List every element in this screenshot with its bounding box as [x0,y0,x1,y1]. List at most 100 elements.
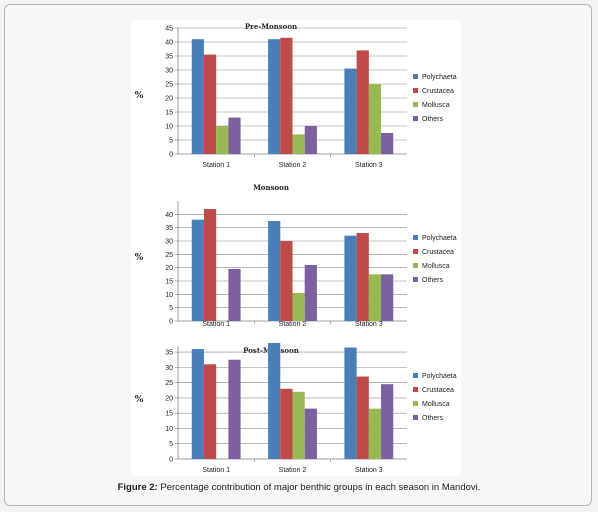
charts-svg: Pre-Monsoon 0 5 10 15 20 25 30 35 40 45% Station 1 S… [135,22,457,474]
y-tick-label: 45 [165,26,173,33]
legend-label: Crustacea [422,249,454,256]
legend-swatch [413,401,418,406]
figure-panel: Pre-Monsoon 0 5 10 15 20 25 30 35 40 45% Station 1 S… [131,20,461,476]
y-tick-label: 40 [165,40,173,47]
category-label: Station 1 [202,321,230,328]
bar-polychaeta [191,219,204,321]
legend-label: Others [422,277,444,284]
y-axis-label: % [135,91,144,101]
y-axis-label: % [135,253,144,263]
bar-others [228,117,241,154]
bar-crustacea [280,37,293,154]
y-tick-label: 0 [169,319,173,326]
y-tick-label: 10 [165,426,173,433]
y-tick-label: 0 [169,152,173,159]
bar-crustacea [356,233,369,321]
legend-swatch [413,277,418,282]
bar-polychaeta [344,68,357,154]
bar-others [304,265,317,321]
chart-0: Pre-Monsoon 0 5 10 15 20 25 30 35 40 45% Station 1 S… [135,22,457,169]
bar-mollusca [368,84,382,154]
category-label: Station 1 [202,467,230,474]
legend-label: Others [422,116,444,123]
y-tick-label: 15 [165,110,173,117]
bar-crustacea [356,376,369,459]
bar-polychaeta [191,39,204,155]
y-tick-label: 30 [165,239,173,246]
y-tick-label: 10 [165,292,173,299]
category-label: Station 2 [279,467,307,474]
bar-crustacea [280,388,293,459]
y-tick-label: 30 [165,365,173,372]
bar-polychaeta [344,235,357,321]
bar-polychaeta [191,349,204,459]
y-tick-label: 35 [165,225,173,232]
legend-label: Crustacea [422,387,454,394]
bar-crustacea [203,209,217,321]
chart-1: Monsoon 0 5 10 15 20 25 30 35 40% Station 1 Station… [135,183,457,328]
y-tick-label: 30 [165,68,173,75]
y-tick-label: 25 [165,82,173,89]
legend-swatch [413,263,418,268]
category-label: Station 2 [279,162,307,169]
bar-crustacea [203,54,217,154]
bar-others [228,269,241,321]
y-tick-label: 15 [165,411,173,418]
bar-others [381,384,394,459]
y-tick-label: 5 [169,138,173,145]
bar-crustacea [356,50,369,154]
y-tick-label: 20 [165,395,173,402]
legend-label: Crustacea [422,88,454,95]
legend-swatch [413,235,418,240]
bar-mollusca [292,391,305,459]
legend-swatch [413,249,418,254]
category-label: Station 2 [279,321,307,328]
legend-swatch [413,373,418,378]
y-tick-label: 10 [165,124,173,131]
y-tick-label: 5 [169,305,173,312]
y-tick-label: 35 [165,350,173,357]
bar-polychaeta [344,347,357,459]
category-label: Station 1 [202,162,230,169]
bar-crustacea [280,241,293,321]
bar-polychaeta [268,39,281,155]
bar-polychaeta [268,221,281,321]
legend-label: Polychaeta [422,235,457,242]
legend-swatch [413,102,418,107]
bar-mollusca [216,126,229,154]
legend-label: Polychaeta [422,74,457,81]
legend-label: Mollusca [422,263,450,270]
bar-mollusca [292,293,305,321]
legend-swatch [413,116,418,121]
y-tick-label: 20 [165,96,173,103]
legend-swatch [413,74,418,79]
bar-crustacea [203,364,217,459]
bar-others [304,126,317,154]
legend-label: Mollusca [422,102,450,109]
y-tick-label: 5 [169,441,173,448]
chart-title: Monsoon [253,183,289,192]
legend-label: Mollusca [422,401,450,408]
y-tick-label: 25 [165,252,173,259]
bar-others [381,274,394,321]
caption-text: Percentage contribution of major benthic… [157,482,481,493]
figure-caption: Figure 2: Percentage contribution of maj… [0,482,598,493]
bar-mollusca [368,408,382,459]
bar-others [304,408,317,459]
category-label: Station 3 [355,321,383,328]
y-tick-label: 25 [165,380,173,387]
y-tick-label: 35 [165,54,173,61]
chart-title: Pre-Monsoon [245,22,297,31]
category-label: Station 3 [355,467,383,474]
bar-others [228,359,241,459]
bar-others [381,133,394,154]
y-tick-label: 15 [165,279,173,286]
y-axis-label: % [135,395,144,405]
legend-label: Polychaeta [422,373,457,380]
legend-swatch [413,88,418,93]
legend-swatch [413,415,418,420]
bar-mollusca [292,134,305,154]
bar-polychaeta [268,342,281,459]
y-tick-label: 0 [169,457,173,464]
